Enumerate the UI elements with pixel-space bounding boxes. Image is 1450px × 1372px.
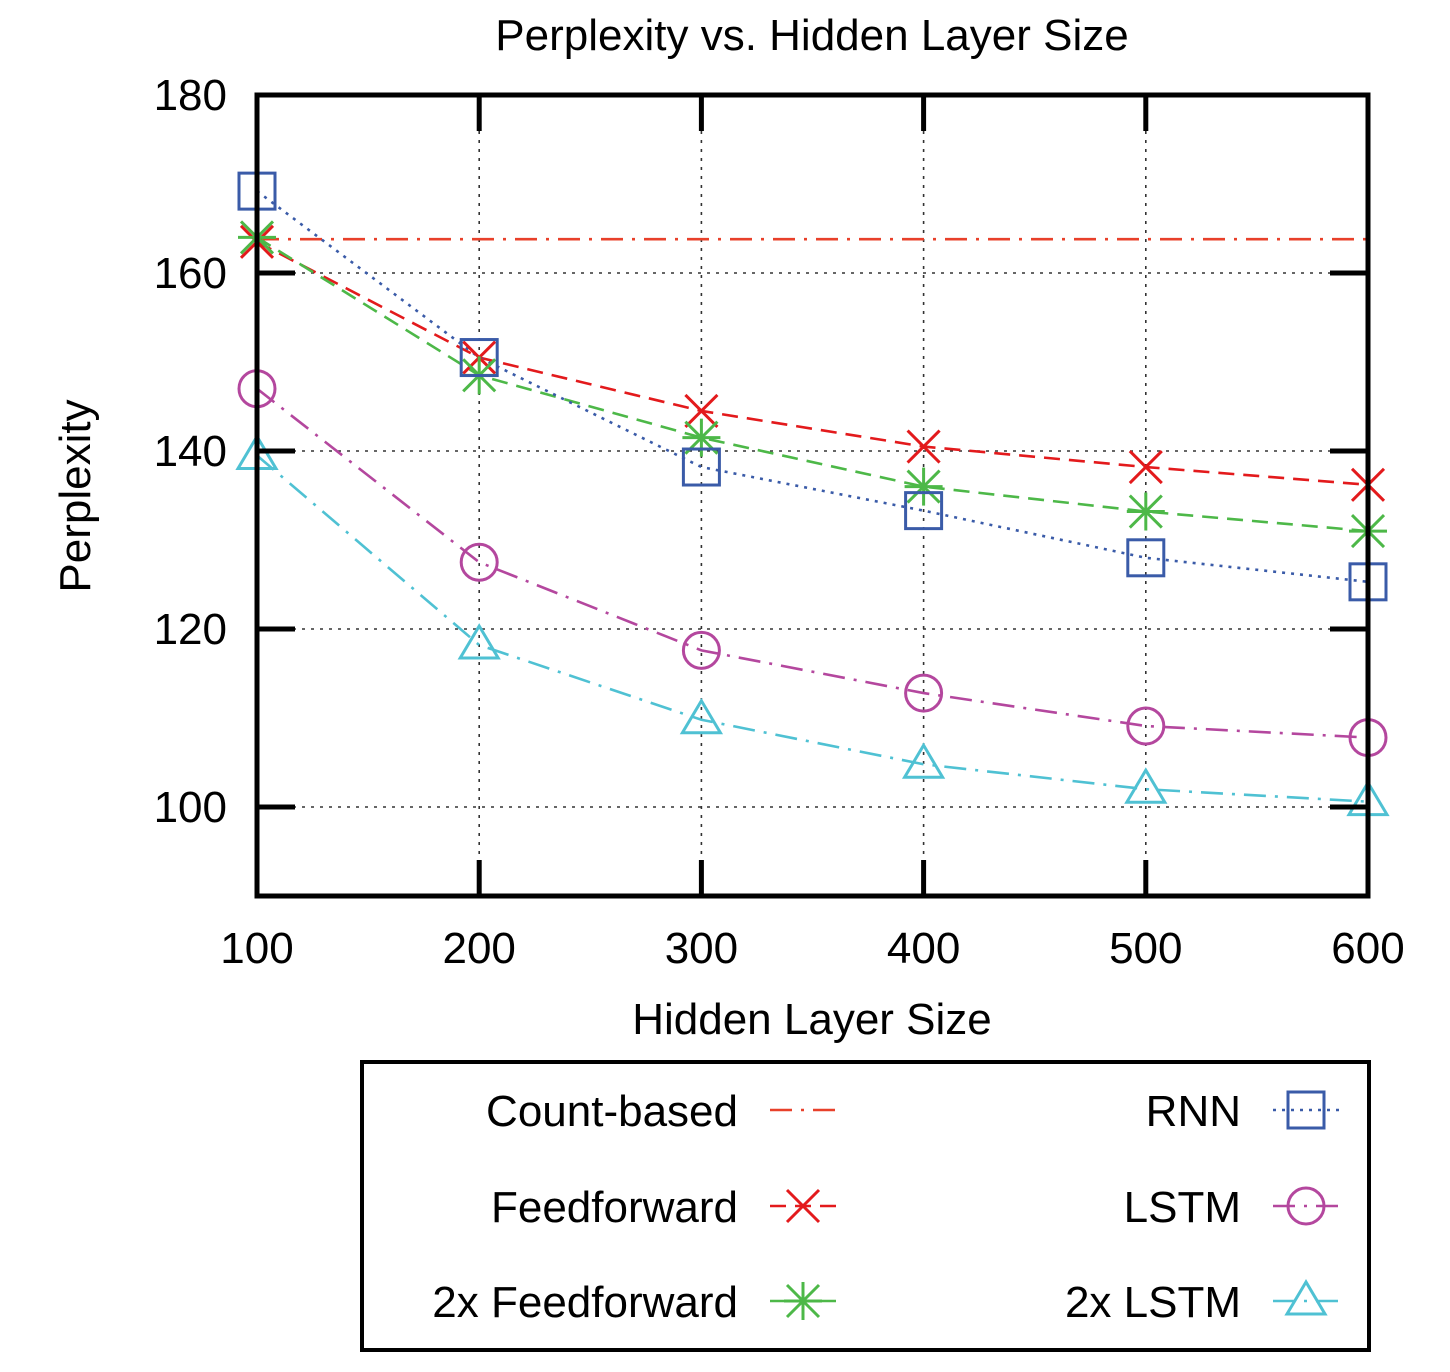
y-tick-label: 160: [154, 249, 227, 298]
data-point-lstm: [459, 542, 499, 582]
series-lines: [256, 190, 1369, 803]
ticks: 100 200 300 400 500 600 100 120 140 160 180: [154, 71, 1405, 973]
series-line-feedforward: [256, 240, 1369, 487]
data-point-2x-feedforward: [682, 418, 721, 457]
chart-title: Perplexity vs. Hidden Layer Size: [495, 11, 1128, 60]
legend-marker: [1286, 1186, 1326, 1226]
x-tick-label: 200: [442, 924, 515, 973]
legend-label: RNN: [1146, 1087, 1241, 1136]
data-point-lstm: [681, 630, 721, 670]
data-point-2x-lstm: [901, 742, 946, 779]
legend: Count-based Feedforward 2x Feedforward RNN L…: [360, 1060, 1371, 1352]
data-point-feedforward: [684, 393, 719, 429]
legend-label: LSTM: [1124, 1183, 1241, 1232]
y-tick-label: 140: [154, 427, 227, 476]
data-point-rnn: [681, 447, 721, 487]
x-axis-label: Hidden Layer Size: [632, 995, 992, 1044]
y-tick-label: 120: [154, 605, 227, 654]
x-tick-label: 500: [1109, 924, 1182, 973]
data-point-feedforward: [906, 429, 941, 464]
data-point-2x-lstm: [1124, 767, 1168, 804]
series-line-lstm: [256, 387, 1369, 739]
data-point-2x-lstm: [457, 623, 501, 660]
data-point-2x-feedforward: [904, 467, 943, 506]
x-tick-label: 400: [887, 924, 960, 973]
data-point-rnn: [1126, 538, 1166, 578]
legend-marker: [1286, 1090, 1326, 1130]
data-point-feedforward: [1128, 449, 1163, 485]
legend-marker: [784, 1282, 822, 1320]
series-line-rnn: [256, 190, 1369, 584]
y-axis-label: Perplexity: [51, 399, 100, 592]
series-line-2x-lstm: [256, 454, 1369, 803]
x-tick-label: 100: [220, 924, 293, 973]
series-markers: [235, 171, 1390, 817]
data-point-2x-lstm: [679, 697, 724, 735]
data-point-rnn: [459, 338, 499, 378]
legend-marker: [1284, 1279, 1328, 1316]
data-point-2x-feedforward: [1126, 492, 1165, 531]
series-line-2x-feedforward: [256, 236, 1369, 533]
data-point-rnn: [904, 491, 944, 531]
y-tick-label: 100: [154, 783, 227, 832]
legend-label: 2x Feedforward: [432, 1278, 738, 1327]
legend-entries: Count-based Feedforward 2x Feedforward RNN L…: [432, 1087, 1339, 1327]
x-tick-label: 300: [665, 924, 738, 973]
legend-label: Count-based: [486, 1087, 738, 1136]
legend-label: Feedforward: [491, 1183, 738, 1232]
data-point-lstm: [1126, 706, 1166, 746]
legend-marker: [785, 1188, 821, 1224]
legend-label: 2x LSTM: [1065, 1278, 1241, 1327]
x-tick-label: 600: [1331, 924, 1404, 973]
data-point-lstm: [904, 673, 944, 713]
y-tick-label: 180: [154, 71, 227, 120]
legend-frame: [360, 1060, 1371, 1352]
grid: [257, 95, 1368, 896]
plot-frame: [254, 92, 1371, 899]
